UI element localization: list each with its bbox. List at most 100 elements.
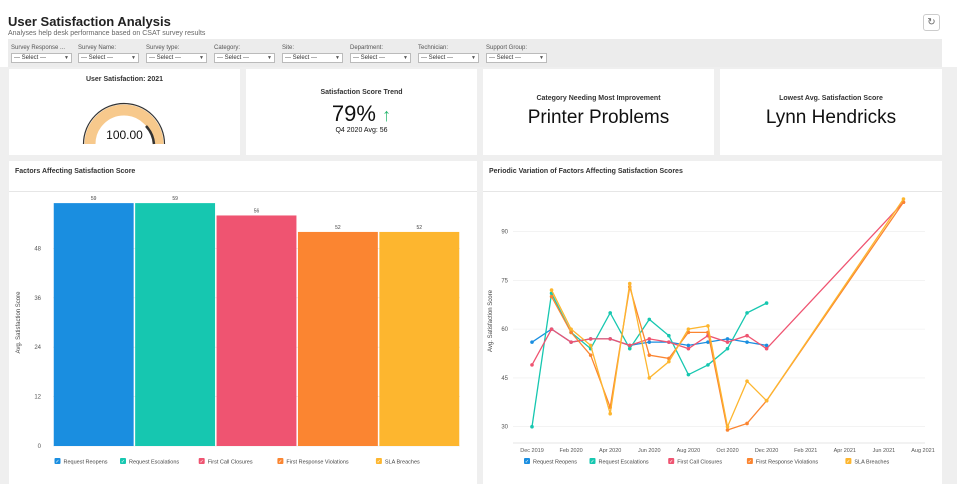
data-point: [530, 340, 534, 344]
gauge-svg: [82, 102, 166, 145]
x-tick-label: Apr 2020: [599, 448, 621, 454]
filter-category-select[interactable]: --- Select --- ▼: [214, 53, 275, 63]
trend-value-row: 79% ↑: [246, 101, 477, 127]
filter-label: Survey Response ...: [11, 45, 66, 51]
legend-swatch: [54, 458, 61, 464]
x-tick-label: Feb 2021: [794, 448, 817, 454]
data-point: [725, 340, 730, 344]
legend-label: First Response Violations: [756, 460, 819, 466]
data-point: [667, 359, 671, 364]
data-point: [647, 376, 652, 380]
filter-technician: Technician: --- Select --- ▼: [418, 44, 479, 63]
x-tick-label: Dec 2020: [755, 448, 779, 454]
refresh-button[interactable]: ↻: [923, 14, 940, 31]
data-point: [549, 327, 554, 331]
data-point: [745, 340, 749, 344]
x-tick-label: Jun 2020: [638, 448, 661, 454]
x-tick-label: Feb 2020: [559, 448, 582, 454]
y-tick-label: 24: [34, 345, 41, 351]
data-point: [588, 337, 593, 341]
legend-label: First Call Closures: [677, 460, 722, 466]
gauge-arc-edge: [82, 102, 166, 145]
data-point: [647, 337, 652, 341]
arrow-up-icon: ↑: [382, 105, 392, 125]
checkbox-icon: ✓: [55, 459, 59, 465]
bar: [297, 231, 378, 446]
data-point: [530, 424, 534, 429]
x-tick-label: Oct 2020: [716, 448, 738, 454]
chevron-down-icon: ▼: [199, 55, 204, 61]
line-chart: 30 45 60 75 90 Dec 2019 Feb 2020 Apr 2020 Jun 20…: [488, 197, 935, 466]
data-point: [667, 340, 671, 344]
legend-label: Request Escalations: [129, 460, 179, 466]
filter-department: Department: --- Select --- ▼: [350, 44, 411, 63]
data-point: [686, 372, 691, 377]
trend-title: Satisfaction Score Trend: [320, 89, 403, 96]
chevron-down-icon: ▼: [471, 55, 476, 61]
legend-swatch: [524, 458, 530, 464]
legend-swatch: [668, 458, 675, 464]
bar-chart: 0 12 24 36 48 Avg. Satisfaction Score 59 59 56 52…: [16, 196, 460, 466]
chevron-down-icon: ▼: [267, 55, 272, 61]
gauge-arc: [84, 104, 164, 145]
filter-survey-name: Survey Name: --- Select --- ▼: [78, 44, 139, 63]
periodic-chart-panel: Periodic Variation of Factors Affecting …: [483, 161, 942, 484]
y-tick-label: 90: [501, 230, 508, 236]
data-point: [530, 363, 534, 367]
data-point: [686, 327, 691, 331]
filter-survey-response: Survey Response ... --- Select --- ▼: [11, 44, 72, 63]
gauge-needle-arc: [145, 125, 156, 145]
data-point: [745, 333, 749, 338]
refresh-icon: ↻: [927, 17, 936, 28]
filter-department-select[interactable]: --- Select --- ▼: [350, 53, 411, 63]
checkbox-icon: ✓: [525, 459, 529, 465]
data-point: [667, 333, 671, 338]
filter-support-group-select[interactable]: --- Select --- ▼: [486, 53, 547, 63]
filter-site-select[interactable]: --- Select --- ▼: [282, 53, 343, 63]
x-tick-label: Apr 2021: [834, 448, 856, 454]
filter-technician-select[interactable]: --- Select --- ▼: [418, 53, 479, 63]
filter-survey-type: Survey type: --- Select --- ▼: [146, 44, 207, 63]
legend-label: First Response Violations: [286, 460, 349, 466]
filter-label: Survey Name:: [78, 45, 117, 51]
data-point: [706, 363, 710, 367]
chart-title: Factors Affecting Satisfaction Score: [15, 168, 136, 175]
y-tick-label: 36: [34, 296, 41, 302]
data-point: [608, 337, 612, 341]
chevron-down-icon: ▼: [335, 55, 340, 61]
filter-survey-type-select[interactable]: --- Select --- ▼: [146, 53, 207, 63]
trend-note: Q4 2020 Avg: 56: [335, 127, 388, 134]
data-point: [569, 340, 573, 344]
data-point: [647, 317, 652, 322]
filter-label: Site:: [282, 45, 295, 51]
data-point: [725, 346, 730, 351]
filter-support-group: Support Group: --- Select --- ▼: [486, 44, 547, 63]
bar-data-label: 52: [335, 225, 341, 231]
category-card: Category Needing Most Improvement Printe…: [483, 69, 714, 155]
data-point: [764, 301, 769, 305]
data-point: [569, 330, 573, 335]
data-point: [549, 288, 554, 292]
page-subtitle: Analyses help desk performance based on …: [8, 30, 206, 37]
data-point: [647, 353, 652, 357]
series-line: [550, 201, 904, 431]
bar-data-label: 56: [254, 208, 260, 214]
filter-category: Category: --- Select --- ▼: [214, 44, 275, 63]
trend-card: Satisfaction Score Trend 79% ↑ Q4 2020 A…: [246, 69, 477, 155]
legend-swatch: [120, 458, 126, 464]
checkbox-icon: ✓: [669, 459, 673, 465]
x-tick-label: Aug 2021: [911, 448, 935, 454]
data-point: [608, 311, 612, 315]
filter-survey-name-select[interactable]: --- Select --- ▼: [78, 53, 139, 63]
bar: [216, 215, 297, 446]
page-title: User Satisfaction Analysis: [8, 14, 171, 29]
data-point: [588, 353, 593, 357]
bar: [53, 203, 134, 446]
filter-survey-response-select[interactable]: --- Select --- ▼: [11, 53, 72, 63]
checkbox-icon: ✓: [590, 459, 594, 465]
legend-swatch: [375, 458, 382, 464]
y-tick-label: 48: [34, 246, 41, 252]
bar-data-label: 52: [417, 225, 423, 231]
checkbox-icon: ✓: [377, 459, 381, 465]
legend-label: SLA Breaches: [854, 460, 889, 466]
